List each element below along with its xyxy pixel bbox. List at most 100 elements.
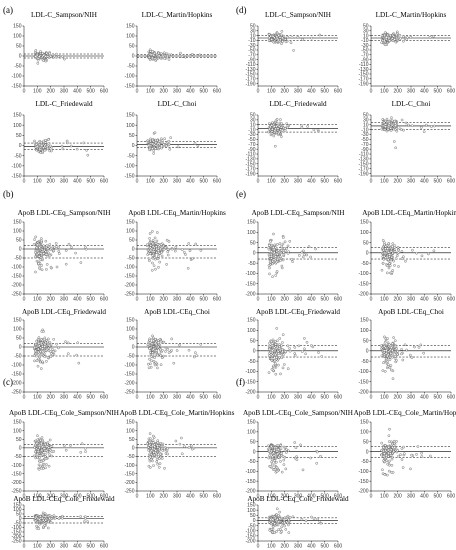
data-point <box>420 254 424 258</box>
data-point <box>33 141 37 145</box>
data-point <box>34 55 37 58</box>
data-point <box>396 350 399 353</box>
y-tick-label: -100 <box>11 164 21 170</box>
x-tick-label: 500 <box>320 395 329 401</box>
data-point <box>152 434 155 438</box>
data-point <box>386 365 390 368</box>
data-point <box>283 127 287 130</box>
x-tick-label: 200 <box>280 297 289 303</box>
data-point <box>44 55 48 58</box>
x-tick-label: 400 <box>307 179 316 185</box>
x-tick-label: 500 <box>86 89 95 95</box>
y-tick-label: -100 <box>124 363 134 369</box>
x-tick-label: 500 <box>86 494 95 500</box>
data-point <box>40 466 43 470</box>
y-tick-label: 150 <box>126 318 135 324</box>
x-tick-label: 100 <box>146 89 155 95</box>
data-point <box>390 440 393 444</box>
data-point <box>380 41 383 44</box>
x-tick-label: 100 <box>380 494 389 500</box>
data-point <box>273 251 276 254</box>
y-tick-label: -200 <box>124 381 134 387</box>
x-tick-label: 0 <box>370 297 373 303</box>
data-point <box>152 451 155 454</box>
data-point <box>278 510 281 514</box>
x-tick-label: 500 <box>199 179 208 185</box>
data-point <box>283 38 287 41</box>
data-point <box>34 235 37 239</box>
data-point <box>275 270 279 273</box>
data-point <box>149 246 152 249</box>
data-point <box>267 33 271 36</box>
data-point <box>387 448 390 452</box>
y-tick-label: -50 <box>248 359 255 365</box>
data-point <box>44 253 48 256</box>
data-point <box>148 232 152 235</box>
data-point <box>384 247 387 251</box>
data-point <box>67 352 70 355</box>
y-tick-label: -150 <box>358 479 368 485</box>
y-tick-label: -150 <box>124 372 134 378</box>
data-point <box>75 353 78 357</box>
data-point <box>312 517 316 520</box>
y-tick-label: 0 <box>19 143 22 149</box>
data-point <box>301 468 305 472</box>
data-point <box>276 339 279 343</box>
data-point <box>380 268 384 272</box>
data-point <box>80 442 84 445</box>
data-point <box>148 347 151 350</box>
data-point <box>389 250 393 253</box>
data-point <box>191 53 194 56</box>
data-point <box>281 36 284 40</box>
data-point <box>42 352 46 356</box>
data-point <box>276 452 279 456</box>
data-point <box>37 468 41 471</box>
data-point <box>151 138 155 142</box>
data-point <box>387 455 390 458</box>
data-point <box>37 141 41 144</box>
data-point <box>282 253 286 257</box>
chart-title: LDL-C_Friedewald <box>269 100 326 108</box>
x-tick-label: 100 <box>146 179 155 185</box>
data-point <box>151 353 154 357</box>
x-tick-label: 600 <box>447 297 456 303</box>
data-point <box>163 137 166 140</box>
data-point <box>146 248 150 252</box>
data-point <box>159 354 162 357</box>
y-tick-label: -150 <box>11 274 21 280</box>
data-point <box>270 38 274 41</box>
data-point <box>270 250 273 253</box>
data-point <box>391 342 394 345</box>
data-point <box>38 267 42 271</box>
data-point <box>75 147 79 151</box>
y-tick-label: -150 <box>358 379 368 385</box>
panel-label-f: (f) <box>236 377 245 387</box>
data-point <box>277 34 280 37</box>
y-tick-label: -200 <box>11 480 21 486</box>
y-tick-label: 0 <box>132 143 135 149</box>
data-point <box>42 54 45 57</box>
data-point <box>399 37 402 40</box>
data-point <box>151 245 155 248</box>
data-point <box>152 336 155 340</box>
y-tick-label: 150 <box>13 318 22 324</box>
chart-title: LDL-C_Choi <box>158 100 197 108</box>
data-point <box>282 353 285 357</box>
chart-panel-e-16: ApoB LDL-CEq_Martin/Hopkins150100500-50-… <box>358 209 456 303</box>
data-point <box>180 436 183 440</box>
data-point <box>83 520 86 523</box>
data-point <box>422 351 425 355</box>
data-point <box>157 254 160 258</box>
chart-panel-e-18: ApoB LDL-CEq_Choi150100500-50-100-150-20… <box>358 308 455 401</box>
data-point <box>39 438 42 442</box>
data-point <box>391 349 394 352</box>
data-point <box>281 40 284 43</box>
data-point <box>37 527 41 530</box>
data-point <box>48 453 51 456</box>
data-point <box>392 35 395 38</box>
data-point <box>386 120 390 124</box>
data-point <box>291 260 294 263</box>
data-point <box>301 350 304 353</box>
data-point <box>274 446 278 450</box>
